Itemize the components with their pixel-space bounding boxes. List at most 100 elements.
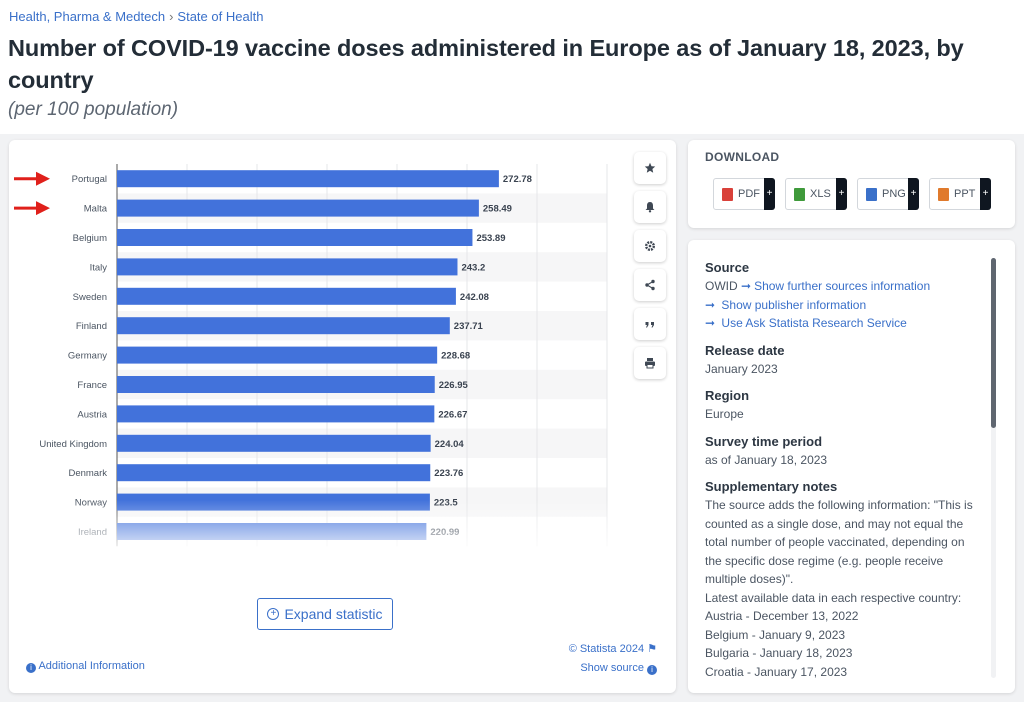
gear-icon[interactable] <box>634 230 666 262</box>
region-value: Europe <box>705 407 744 421</box>
bar <box>117 229 473 246</box>
value-label: 228.68 <box>441 351 470 362</box>
plus-icon: + <box>980 178 991 210</box>
ppt-file-icon <box>938 187 949 201</box>
bar <box>117 170 499 188</box>
plus-icon: + <box>836 178 847 210</box>
flag-icon: ⚑ <box>647 643 657 655</box>
download-heading: DOWNLOAD <box>705 150 780 164</box>
xls-file-icon <box>794 187 805 201</box>
category-label: Belgium <box>73 233 107 244</box>
show-source-label: Show source <box>580 662 644 674</box>
plus-circle-icon: + <box>267 608 280 620</box>
value-label: 237.71 <box>454 321 484 332</box>
further-sources-link[interactable]: Show further sources information <box>754 279 931 293</box>
bar <box>117 434 431 452</box>
arrow-right-icon: ➞ <box>705 316 716 330</box>
bar <box>117 317 450 335</box>
breadcrumb-health[interactable]: Health, Pharma & Medtech <box>9 9 166 24</box>
category-label: Sweden <box>73 292 107 303</box>
bar <box>117 464 431 482</box>
download-card: DOWNLOAD PDF + XLS + PNG + PPT + <box>688 140 1015 228</box>
copyright-text: © Statista 2024 <box>568 643 645 655</box>
info-card: Source OWID ➞ Show further sources inform… <box>688 240 1015 693</box>
info-scrollbar[interactable] <box>991 258 996 678</box>
value-label: 223.76 <box>434 468 463 479</box>
show-source-link[interactable]: Show source i <box>580 662 657 675</box>
highlight-arrow-head <box>36 201 50 216</box>
source-line: OWID ➞ Show further sources information <box>705 277 980 296</box>
star-icon[interactable] <box>634 152 666 184</box>
source-heading: Source <box>705 260 750 275</box>
print-icon[interactable] <box>634 347 666 379</box>
notes-text: The source adds the following informatio… <box>705 498 973 586</box>
notes-item: Bulgaria - January 18, 2023 <box>705 646 853 660</box>
scrollbar-thumb[interactable] <box>991 258 996 428</box>
value-label: 253.89 <box>476 233 505 244</box>
bar <box>117 287 456 305</box>
header: Health, Pharma & Medtech › State of Health… <box>0 0 1024 134</box>
bar <box>117 405 435 423</box>
additional-information-link[interactable]: i Additional Information <box>26 660 145 673</box>
info-content: Source OWID ➞ Show further sources inform… <box>705 259 980 681</box>
value-label: 220.99 <box>430 527 459 538</box>
download-ppt-button[interactable]: PPT + <box>929 178 991 210</box>
value-label: 258.49 <box>483 204 512 215</box>
download-png-button[interactable]: PNG + <box>857 178 919 210</box>
value-label: 242.08 <box>460 292 489 303</box>
value-label: 272.78 <box>503 174 532 185</box>
arrow-right-icon: ➞ <box>705 297 716 312</box>
notes-item: Belgium - January 9, 2023 <box>705 627 846 642</box>
value-label: 226.95 <box>439 380 469 391</box>
chart-card: Portugal 272.78 Malta 258.49 Belgium 253.89 It… <box>9 140 676 693</box>
png-file-icon <box>866 187 877 201</box>
source-name: OWID <box>705 279 738 293</box>
copyright-link[interactable]: © Statista 2024 ⚑ <box>569 642 657 655</box>
value-label: 243.2 <box>461 262 485 273</box>
download-pdf-button[interactable]: PDF + <box>713 178 775 210</box>
research-service-row[interactable]: ➞ Use Ask Statista Research Service <box>705 314 980 333</box>
chart-toolbar <box>634 152 666 386</box>
expand-statistic-button[interactable]: + Expand statistic <box>257 598 393 630</box>
category-label: United Kingdom <box>39 439 107 450</box>
publisher-info-row[interactable]: ➞ Show publisher information <box>705 296 980 315</box>
notes-subheading: Latest available data in each respective… <box>705 590 962 605</box>
category-label: Portugal <box>72 174 107 185</box>
category-label: France <box>77 380 107 391</box>
quote-icon[interactable] <box>634 308 666 340</box>
region-heading: Region <box>705 388 750 403</box>
highlight-arrow-head <box>36 171 50 186</box>
category-label: Ireland <box>78 527 107 538</box>
value-label: 226.67 <box>438 409 467 420</box>
survey-value: as of January 18, 2023 <box>705 452 828 467</box>
share-icon[interactable] <box>634 269 666 301</box>
bar <box>117 258 458 276</box>
category-label: Italy <box>90 262 108 273</box>
info-icon: i <box>647 665 657 675</box>
category-label: Denmark <box>68 468 107 479</box>
breadcrumb-state-of-health[interactable]: State of Health <box>177 9 264 24</box>
bell-icon[interactable] <box>634 191 666 223</box>
download-pdf-label: PDF <box>738 188 760 200</box>
release-heading: Release date <box>705 342 785 358</box>
bar <box>117 346 438 364</box>
bar <box>117 523 427 540</box>
bar-chart: Portugal 272.78 Malta 258.49 Belgium 253.89 It… <box>14 164 608 547</box>
research-service-link[interactable]: Use Ask Statista Research Service <box>721 316 907 330</box>
category-label: Norway <box>75 498 107 509</box>
arrow-right-icon: ➞ <box>741 279 752 293</box>
notes-item: Austria - December 13, 2022 <box>705 609 859 623</box>
page-subtitle: (per 100 population) <box>8 99 179 120</box>
additional-information-label: Additional Information <box>38 660 145 672</box>
publisher-info-link[interactable]: Show publisher information <box>721 297 867 312</box>
category-label: Malta <box>84 204 108 215</box>
info-icon: i <box>26 663 36 673</box>
notes-heading: Supplementary notes <box>705 479 838 494</box>
breadcrumb: Health, Pharma & Medtech › State of Health <box>9 9 263 24</box>
page-title: Number of COVID-19 vaccine doses adminis… <box>8 35 964 93</box>
download-xls-label: XLS <box>810 188 831 200</box>
bar <box>117 493 430 511</box>
download-xls-button[interactable]: XLS + <box>785 178 847 210</box>
notes-item: Croatia - January 17, 2023 <box>705 664 848 679</box>
value-label: 223.5 <box>434 498 458 509</box>
